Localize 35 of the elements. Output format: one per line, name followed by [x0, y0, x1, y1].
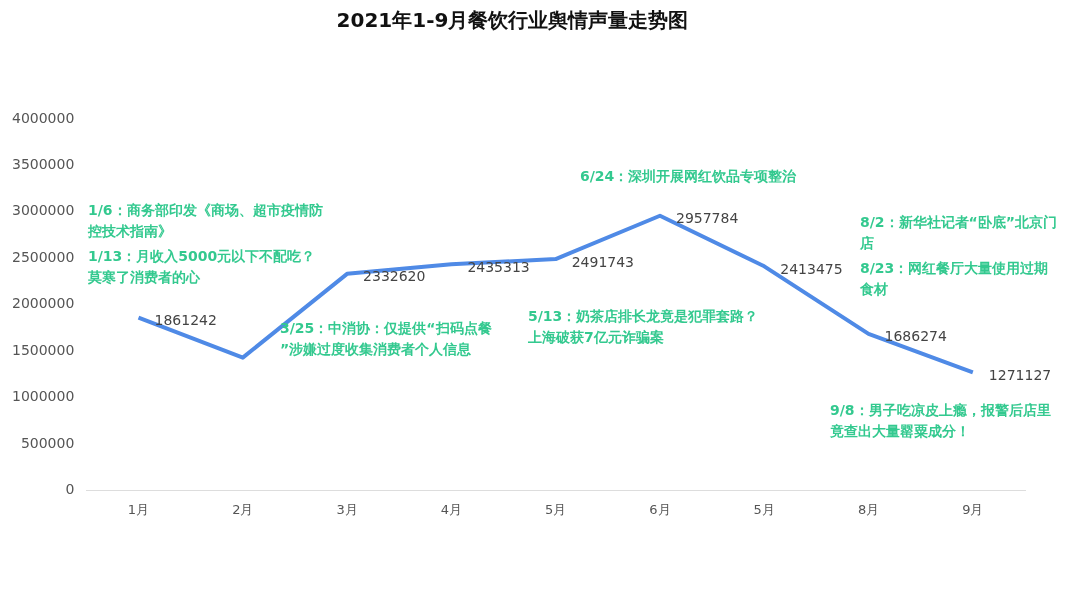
- annotation: 8/2：新华社记者“卧底”北京门店: [859, 213, 1057, 251]
- annotation: 9/8：男子吃凉皮上瘾，报警后店里竟查出大量罂粟成分！: [829, 401, 1051, 439]
- y-tick-label: 3500000: [11, 156, 75, 173]
- y-tick-label: 0: [65, 481, 75, 498]
- annotation: 8/23：网红餐厅大量使用过期食材: [859, 259, 1049, 297]
- annotation: 6/24：深圳开展网红饮品专项整治: [580, 167, 798, 184]
- annotation: 5/13：奶茶店排长龙竟是犯罪套路？上海破获7亿元诈骗案: [527, 307, 759, 345]
- y-tick-label: 1500000: [11, 341, 75, 358]
- data-label: 2435313: [467, 258, 530, 275]
- y-tick-label: 3000000: [11, 202, 75, 219]
- x-tick-label: 4月: [440, 501, 463, 517]
- data-label: 1271127: [988, 367, 1052, 384]
- chart-title: 2021年1-9月餐饮行业舆情声量走势图: [336, 8, 689, 33]
- annotation: 1/6：商务部印发《商场、超市疫情防控技术指南》: [87, 201, 323, 239]
- annotation: 1/13：月收入5000元以下不配吃？莫寒了消费者的心: [87, 247, 316, 285]
- y-tick-label: 500000: [20, 434, 75, 451]
- x-tick-label: 9月: [962, 501, 984, 517]
- y-tick-label: 4000000: [11, 109, 75, 126]
- data-label: 2957784: [675, 210, 739, 227]
- data-label: 2332620: [363, 268, 426, 285]
- y-tick-label: 2000000: [11, 295, 75, 312]
- x-tick-label: 1月: [127, 501, 150, 517]
- x-tick-label: 5月: [545, 501, 567, 517]
- x-tick-label: 2月: [232, 501, 254, 517]
- data-label: 1861242: [154, 312, 217, 329]
- x-tick-label: 3月: [336, 501, 358, 517]
- annotation: 3/25：中消协：仅提供“扫码点餐”涉嫌过度收集消费者个人信息: [280, 319, 492, 357]
- x-tick-label: 5月: [753, 501, 775, 517]
- data-label: 2413475: [780, 260, 843, 277]
- y-tick-label: 2500000: [11, 248, 75, 265]
- x-tick-label: 6月: [649, 501, 671, 517]
- data-label: 2491743: [571, 253, 635, 270]
- y-tick-label: 1000000: [11, 388, 75, 405]
- x-tick-label: 8月: [857, 501, 880, 517]
- data-label: 1686274: [884, 328, 947, 345]
